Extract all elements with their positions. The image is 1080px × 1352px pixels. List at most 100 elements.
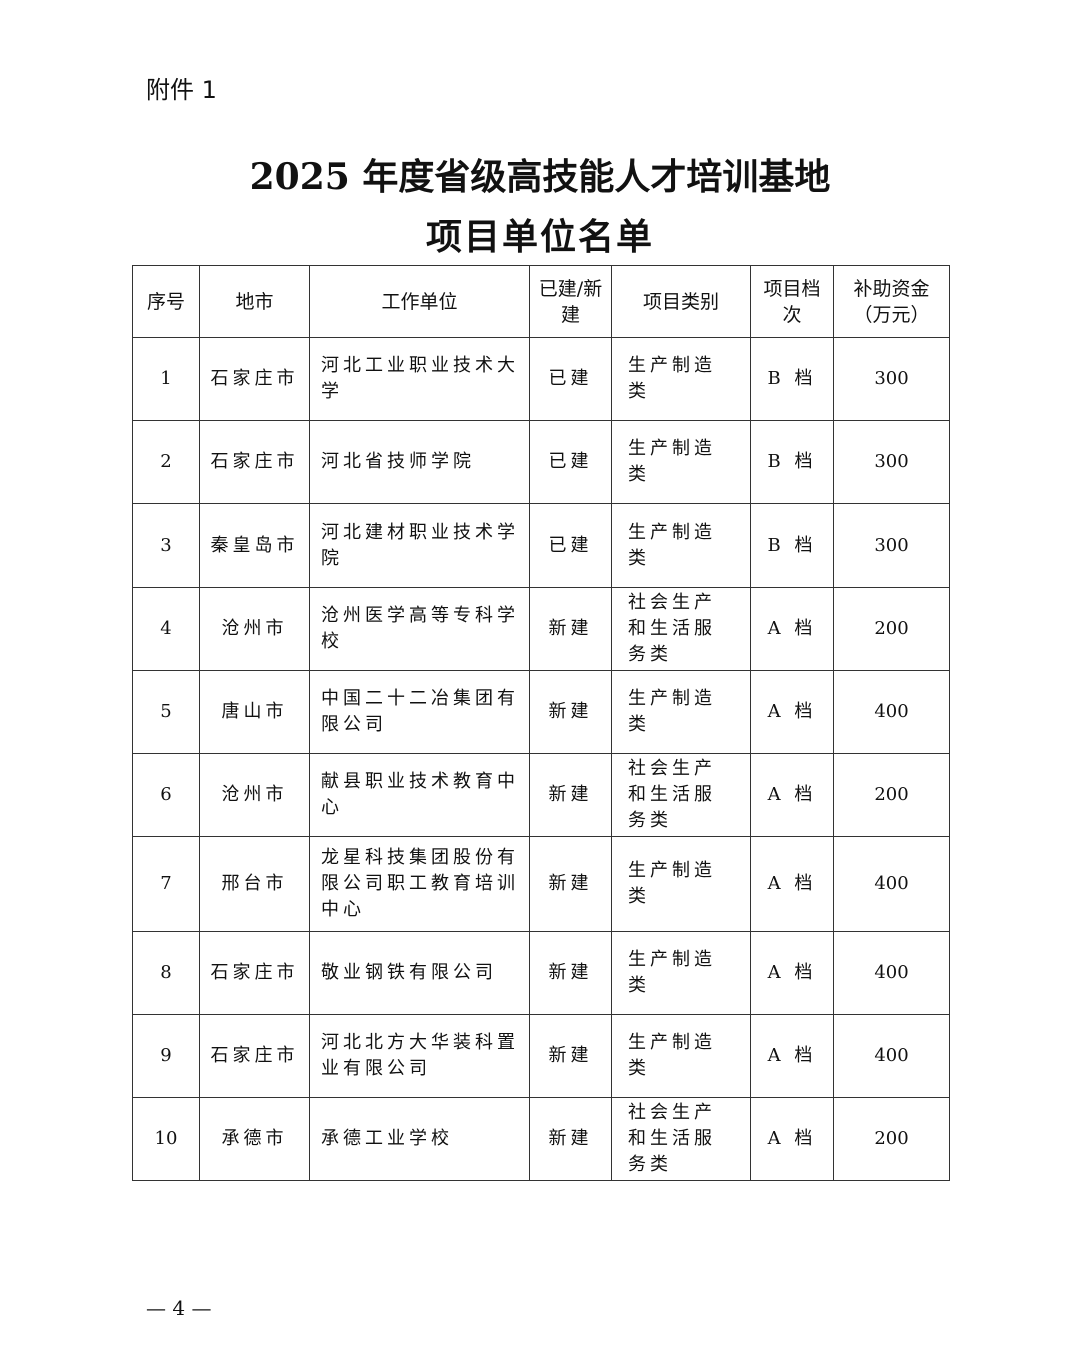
cell-unit-text: 沧州医学高等专科学校 bbox=[321, 605, 519, 652]
cell-built-status-text: 新建 bbox=[548, 1128, 593, 1149]
cell-city: 沧州市 bbox=[199, 753, 310, 837]
cell-index-text: 2 bbox=[160, 451, 172, 472]
cell-built-status: 新建 bbox=[529, 931, 612, 1015]
cell-category-text: 生产制造类 bbox=[628, 521, 716, 569]
cell-subsidy: 200 bbox=[833, 587, 950, 671]
cell-grade: A 档 bbox=[750, 753, 834, 837]
document-title: 2025 年度省级高技能人才培训基地 bbox=[249, 156, 831, 198]
cell-built-status: 新建 bbox=[529, 587, 612, 671]
header-city: 地市 bbox=[199, 265, 310, 338]
cell-city-text: 秦皇岛市 bbox=[210, 534, 299, 556]
cell-index: 4 bbox=[132, 587, 200, 671]
cell-city-text: 沧州市 bbox=[221, 784, 288, 805]
cell-unit-text: 河北建材职业技术学院 bbox=[321, 521, 519, 569]
cell-built-status-text: 新建 bbox=[548, 962, 593, 983]
cell-index: 8 bbox=[132, 931, 200, 1015]
cell-unit: 献县职业技术教育中心 bbox=[309, 753, 530, 837]
cell-built-status-text: 新建 bbox=[548, 1045, 593, 1066]
cell-subsidy-text: 200 bbox=[874, 784, 909, 805]
cell-grade-text: A 档 bbox=[767, 784, 817, 805]
table-row: 9 石家庄市 河北北方大华装科置业有限公司 新建 生产制造类 A 档 400 bbox=[132, 1014, 950, 1098]
cell-index-text: 4 bbox=[160, 618, 172, 639]
cell-category-text: 社会生产和生活服务类 bbox=[628, 758, 716, 831]
cell-unit: 河北工业职业技术大学 bbox=[309, 337, 530, 421]
cell-built-status-text: 已建 bbox=[548, 368, 593, 389]
table-row: 10 承德市 承德工业学校 新建 社会生产和生活服务类 A 档 200 bbox=[132, 1097, 950, 1181]
cell-category-text: 生产制造类 bbox=[628, 1032, 716, 1079]
cell-category: 生产制造类 bbox=[611, 503, 751, 588]
cell-grade-text: A 档 bbox=[767, 701, 817, 722]
cell-city: 石家庄市 bbox=[199, 420, 310, 504]
cell-grade: A 档 bbox=[750, 836, 834, 932]
cell-unit: 河北建材职业技术学院 bbox=[309, 503, 530, 588]
cell-index-text: 1 bbox=[160, 368, 172, 389]
cell-unit-text: 献县职业技术教育中心 bbox=[321, 771, 519, 818]
cell-unit-text: 龙星科技集团股份有限公司职工教育培训中心 bbox=[321, 847, 519, 920]
cell-unit: 承德工业学校 bbox=[309, 1097, 530, 1181]
cell-city: 石家庄市 bbox=[199, 931, 310, 1015]
cell-city: 沧州市 bbox=[199, 587, 310, 671]
cell-category: 社会生产和生活服务类 bbox=[611, 1097, 751, 1181]
cell-city-text: 石家庄市 bbox=[210, 451, 299, 472]
cell-subsidy-text: 400 bbox=[874, 701, 909, 722]
cell-built-status: 已建 bbox=[529, 337, 612, 421]
attachment-label: 附件 1 bbox=[146, 76, 217, 104]
cell-index-text: 3 bbox=[160, 534, 172, 556]
cell-grade: A 档 bbox=[750, 670, 834, 754]
cell-city-text: 石家庄市 bbox=[210, 962, 299, 983]
cell-unit: 沧州医学高等专科学校 bbox=[309, 587, 530, 671]
cell-grade: B 档 bbox=[750, 337, 834, 421]
cell-index: 2 bbox=[132, 420, 200, 504]
cell-grade-text: A 档 bbox=[767, 1045, 817, 1066]
cell-subsidy-text: 200 bbox=[874, 1128, 909, 1149]
cell-built-status: 已建 bbox=[529, 420, 612, 504]
cell-subsidy: 400 bbox=[833, 670, 950, 754]
cell-city-text: 石家庄市 bbox=[210, 1045, 299, 1066]
cell-index: 9 bbox=[132, 1014, 200, 1098]
cell-index-text: 6 bbox=[160, 784, 172, 805]
cell-built-status-text: 新建 bbox=[548, 784, 593, 805]
cell-unit: 敬业钢铁有限公司 bbox=[309, 931, 530, 1015]
cell-index: 10 bbox=[132, 1097, 200, 1181]
cell-subsidy: 200 bbox=[833, 1097, 950, 1181]
cell-category: 生产制造类 bbox=[611, 931, 751, 1015]
cell-index: 1 bbox=[132, 337, 200, 421]
cell-category-text: 社会生产和生活服务类 bbox=[628, 1102, 716, 1175]
cell-city: 石家庄市 bbox=[199, 1014, 310, 1098]
table-row: 6 沧州市 献县职业技术教育中心 新建 社会生产和生活服务类 A 档 200 bbox=[132, 753, 950, 837]
cell-index-text: 9 bbox=[160, 1045, 172, 1066]
cell-built-status: 新建 bbox=[529, 836, 612, 932]
cell-grade-text: A 档 bbox=[767, 962, 817, 983]
cell-subsidy: 300 bbox=[833, 420, 950, 504]
cell-unit: 中国二十二冶集团有限公司 bbox=[309, 670, 530, 754]
table-row: 8 石家庄市 敬业钢铁有限公司 新建 生产制造类 A 档 400 bbox=[132, 931, 950, 1015]
cell-city: 承德市 bbox=[199, 1097, 310, 1181]
cell-category: 生产制造类 bbox=[611, 1014, 751, 1098]
cell-subsidy: 200 bbox=[833, 753, 950, 837]
cell-subsidy-text: 300 bbox=[874, 451, 909, 472]
cell-built-status: 新建 bbox=[529, 1097, 612, 1181]
cell-built-status-text: 新建 bbox=[548, 873, 593, 894]
header-grade: 项目档次 bbox=[750, 265, 834, 338]
cell-built-status: 新建 bbox=[529, 1014, 612, 1098]
cell-subsidy-text: 400 bbox=[874, 962, 909, 983]
cell-city-text: 唐山市 bbox=[221, 701, 288, 722]
cell-grade: A 档 bbox=[750, 931, 834, 1015]
cell-subsidy-text: 400 bbox=[874, 873, 909, 894]
cell-city: 唐山市 bbox=[199, 670, 310, 754]
cell-grade-text: A 档 bbox=[767, 618, 817, 639]
document-subtitle: 项目单位名单 bbox=[425, 216, 654, 258]
cell-built-status: 新建 bbox=[529, 670, 612, 754]
cell-index: 6 bbox=[132, 753, 200, 837]
cell-index: 7 bbox=[132, 836, 200, 932]
cell-category: 生产制造类 bbox=[611, 420, 751, 504]
cell-unit: 河北北方大华装科置业有限公司 bbox=[309, 1014, 530, 1098]
cell-unit: 河北省技师学院 bbox=[309, 420, 530, 504]
cell-index-text: 5 bbox=[160, 701, 172, 722]
cell-category: 生产制造类 bbox=[611, 337, 751, 421]
cell-city-text: 石家庄市 bbox=[210, 368, 299, 389]
cell-grade: A 档 bbox=[750, 587, 834, 671]
table-row: 5 唐山市 中国二十二冶集团有限公司 新建 生产制造类 A 档 400 bbox=[132, 670, 950, 754]
cell-grade: A 档 bbox=[750, 1014, 834, 1098]
cell-built-status: 已建 bbox=[529, 503, 612, 588]
